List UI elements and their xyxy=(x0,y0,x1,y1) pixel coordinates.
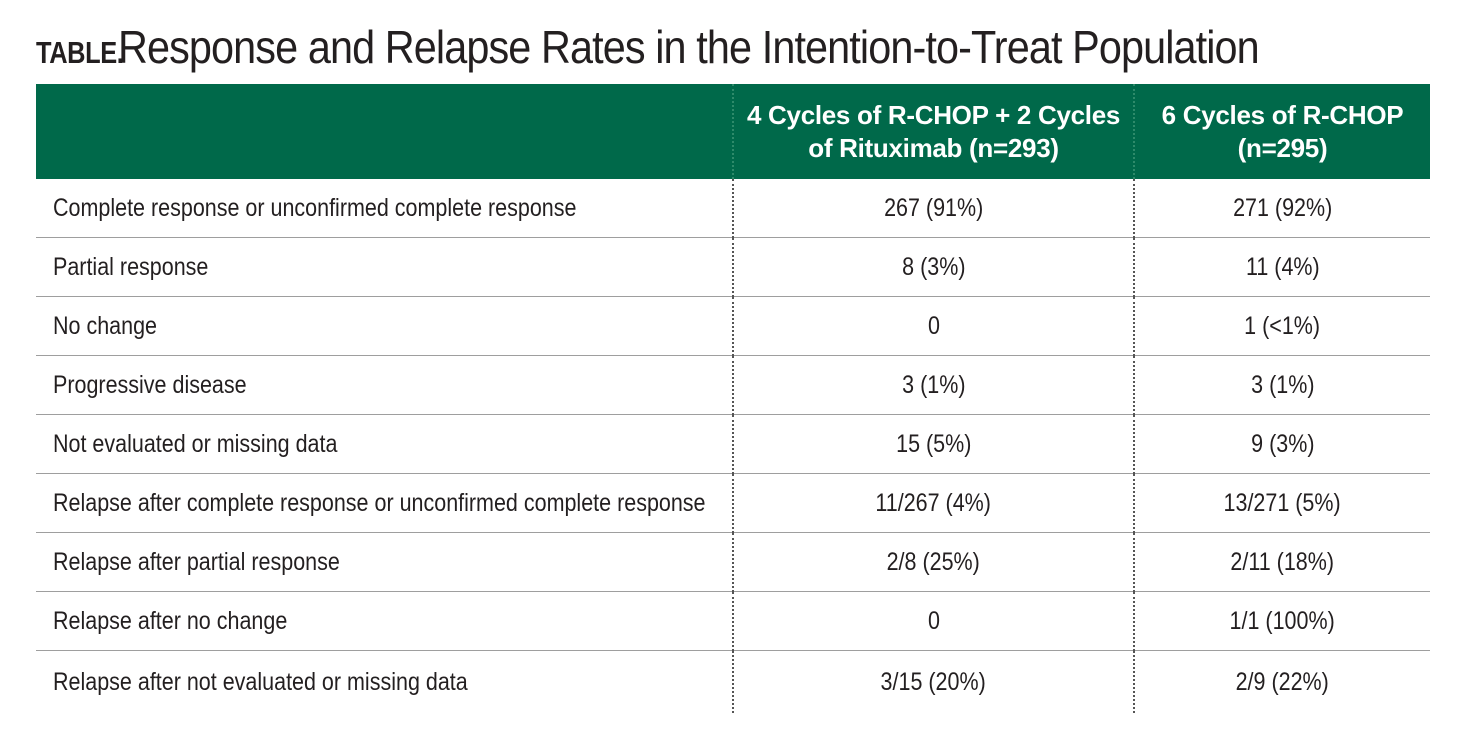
table-row: Relapse after not evaluated or missing d… xyxy=(36,650,1430,713)
row-label: Partial response xyxy=(36,237,733,297)
row-value-rchop4: 0 xyxy=(732,591,1134,651)
table-row: Partial response 8 (3%) 11 (4%) xyxy=(36,237,1430,297)
table-header: 4 Cycles of R-CHOP + 2 Cycles of Rituxim… xyxy=(36,84,1430,179)
table-row: No change 0 1 (<1%) xyxy=(36,296,1430,356)
row-value-rchop4: 3 (1%) xyxy=(732,355,1134,415)
table-row: Complete response or unconfirmed complet… xyxy=(36,179,1430,238)
row-label: Not evaluated or missing data xyxy=(36,414,733,474)
header-rchop4-rituximab2: 4 Cycles of R-CHOP + 2 Cycles of Rituxim… xyxy=(732,84,1134,179)
row-value-rchop6: 1/1 (100%) xyxy=(1133,591,1430,651)
row-value-rchop4: 15 (5%) xyxy=(732,414,1134,474)
row-label: Complete response or unconfirmed complet… xyxy=(36,179,733,238)
table-row: Progressive disease 3 (1%) 3 (1%) xyxy=(36,355,1430,415)
row-value-rchop4: 11/267 (4%) xyxy=(732,473,1134,533)
row-value-rchop6: 11 (4%) xyxy=(1133,237,1430,297)
table-row: Relapse after partial response 2/8 (25%)… xyxy=(36,532,1430,592)
row-value-rchop6: 2/11 (18%) xyxy=(1133,532,1430,592)
row-label: Relapse after not evaluated or missing d… xyxy=(53,667,468,696)
row-value-rchop6: 13/271 (5%) xyxy=(1133,473,1430,533)
row-label: Relapse after no change xyxy=(36,591,733,651)
row-label: Relapse after partial response xyxy=(36,532,733,592)
row-value-rchop4: 267 (91%) xyxy=(732,179,1134,238)
table-row: Not evaluated or missing data 15 (5%) 9 … xyxy=(36,414,1430,474)
row-value-rchop6: 271 (92%) xyxy=(1133,179,1430,238)
row-value-rchop6: 2/9 (22%) xyxy=(1133,650,1430,713)
table-title-label: TABLE. xyxy=(36,35,124,70)
row-value-rchop6: 9 (3%) xyxy=(1133,414,1430,474)
table-title-text: Response and Relapse Rates in the Intent… xyxy=(118,21,1260,73)
response-relapse-table: 4 Cycles of R-CHOP + 2 Cycles of Rituxim… xyxy=(36,84,1430,713)
row-label: No change xyxy=(36,296,733,356)
row-value-rchop6: 3 (1%) xyxy=(1133,355,1430,415)
header-row: 4 Cycles of R-CHOP + 2 Cycles of Rituxim… xyxy=(36,84,1430,179)
row-value-rchop6: 1 (<1%) xyxy=(1133,296,1430,356)
table-title: TABLE. Response and Relapse Rates in the… xyxy=(36,20,1386,82)
row-value-rchop4: 3/15 (20%) xyxy=(732,650,1134,713)
row-label: Relapse after complete response or uncon… xyxy=(36,473,733,533)
header-rchop6: 6 Cycles of R-CHOP (n=295) xyxy=(1133,84,1430,179)
row-value-rchop4: 0 xyxy=(732,296,1134,356)
table-body: Complete response or unconfirmed complet… xyxy=(36,179,1430,713)
row-value-rchop4: 2/8 (25%) xyxy=(732,532,1134,592)
table-row: Relapse after no change 0 1/1 (100%) xyxy=(36,591,1430,651)
table-row: Relapse after complete response or uncon… xyxy=(36,473,1430,533)
row-label: Progressive disease xyxy=(36,355,733,415)
row-value-rchop4: 8 (3%) xyxy=(732,237,1134,297)
header-outcome xyxy=(36,84,733,179)
